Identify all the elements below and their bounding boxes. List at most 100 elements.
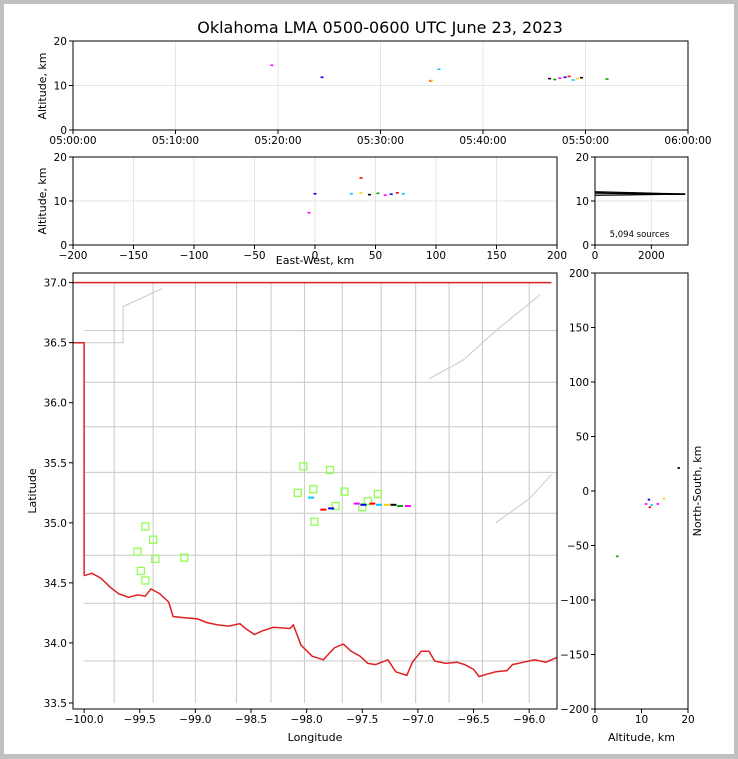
- p4-source-point: [397, 505, 404, 508]
- p5-tick-label-x: 0: [592, 714, 599, 726]
- p1-source-point: [437, 68, 441, 71]
- p1-tick-label-x: 05:00:00: [49, 135, 96, 147]
- p4-station-marker: [141, 576, 150, 585]
- p3-tick-label-y: 20: [576, 152, 589, 164]
- p2-tick-label-x: 100: [426, 250, 446, 262]
- p5-source-point: [616, 555, 619, 558]
- p4-tick-label-y: 35.0: [44, 518, 67, 530]
- altitude-time-panel: 05:00:00 05:10:00 05:20:00 05:30:00 05:40:00…: [36, 36, 712, 147]
- p1-tick-label-y: 0: [60, 125, 67, 137]
- p3-source-count: 5,094 sources: [610, 230, 670, 240]
- p3-histogram-curve: [594, 193, 686, 196]
- p5-source-point: [650, 504, 653, 506]
- p4-county-line: [84, 288, 163, 344]
- p4-source-point: [383, 503, 390, 506]
- p4-source-point: [360, 503, 367, 506]
- p4-station-marker: [136, 566, 146, 576]
- p4-tick-label-x: −98.5: [235, 714, 267, 726]
- p2-tick-label-x: 200: [547, 250, 567, 262]
- p2-tick-label-y: 0: [60, 240, 67, 252]
- p1-source-point: [571, 79, 575, 81]
- p4-station-marker: [180, 553, 189, 562]
- p2-tick-label-x: −150: [119, 250, 148, 262]
- p3-tick-label-x: 2000: [638, 250, 665, 262]
- p4-source-point: [404, 505, 411, 508]
- p5-source-point: [644, 503, 648, 505]
- p4-county-line: [495, 474, 552, 524]
- p4-station-marker: [309, 485, 318, 494]
- p4-tick-label-x: −97.0: [402, 714, 434, 726]
- p5-source-point: [662, 497, 666, 500]
- p1-source-point: [270, 64, 274, 67]
- p5-source-point: [677, 467, 680, 469]
- p1-tick-label-x: 05:50:00: [562, 135, 609, 147]
- p2-tick-label-y: 10: [54, 196, 67, 208]
- p4-tick-label-y: 37.0: [44, 278, 67, 290]
- p4-map-layer: [73, 281, 557, 703]
- p1-source-point: [558, 77, 562, 79]
- p5-tick-label-y: −50: [567, 541, 589, 553]
- p4-source-point: [308, 496, 315, 499]
- p1-tick-label-y: 10: [54, 81, 67, 93]
- p4-source-point: [353, 502, 360, 505]
- p4-source-point: [369, 502, 376, 505]
- p2-source-point: [359, 192, 363, 194]
- p1-source-point: [563, 76, 567, 79]
- p1-source-point: [579, 76, 583, 79]
- p4-station-marker: [325, 465, 335, 475]
- lma-figure: Oklahoma LMA 0500-0600 UTC June 23, 2023…: [26, 18, 712, 744]
- p4-tick-label-y: 36.5: [44, 338, 67, 350]
- p4-county-line: [428, 294, 541, 380]
- p4-station-marker: [310, 517, 319, 526]
- p4-source-point: [328, 507, 335, 510]
- p4-station-marker: [293, 488, 302, 497]
- p4-tick-label-y: 35.5: [44, 458, 67, 470]
- p5-tick-label-y: 50: [576, 432, 589, 444]
- p1-tick-label-x: 05:20:00: [254, 135, 301, 147]
- p4-station-marker: [299, 462, 308, 471]
- p3-tick-label-x: 0: [592, 250, 599, 262]
- p1-tick-label-y: 20: [54, 36, 67, 48]
- p3-tick-label-y: 0: [582, 240, 589, 252]
- p2-source-point: [395, 192, 399, 194]
- p2-tick-label-x: −200: [59, 250, 88, 262]
- p4-tick-label-x: −96.5: [457, 714, 489, 726]
- p2-source-point: [376, 192, 380, 195]
- p5-tick-label-x: 20: [681, 714, 694, 726]
- p4-station-marker: [373, 489, 383, 499]
- p4-tick-label-y: 36.0: [44, 398, 67, 410]
- p5-axes-frame: [594, 272, 689, 710]
- p4-station-marker: [358, 503, 367, 512]
- p4-tick-label-x: −96.0: [513, 714, 545, 726]
- p2-source-point: [307, 211, 311, 214]
- p4-station-marker: [148, 535, 158, 544]
- p1-source-point: [567, 75, 571, 78]
- p4-station-marker: [340, 487, 349, 496]
- p1-source-point: [605, 78, 609, 80]
- figure-title: Oklahoma LMA 0500-0600 UTC June 23, 2023: [197, 18, 563, 37]
- p2-tick-label-x: 150: [486, 250, 506, 262]
- p4-station-marker: [141, 522, 150, 531]
- p2-tick-label-x: 50: [369, 250, 382, 262]
- p4-station-marker: [133, 547, 142, 556]
- figure-panel: Oklahoma LMA 0500-0600 UTC June 23, 2023…: [4, 4, 734, 754]
- p4-tick-label-x: −99.5: [124, 714, 156, 726]
- p5-source-point: [648, 506, 652, 509]
- p4-tick-label-y: 34.0: [44, 638, 67, 650]
- p5-tick-label-y: −200: [560, 704, 589, 716]
- p5-tick-label-x: 10: [635, 714, 648, 726]
- p5-source-point: [647, 498, 651, 501]
- p4-source-point: [320, 508, 327, 511]
- p2-source-point: [367, 193, 371, 196]
- p2-source-point: [389, 193, 393, 195]
- p1-source-point: [320, 76, 324, 79]
- plan-map-panel: −100.0 −99.5 −99.0 −98.5 −98.0 −97.5 −97.0 −96.…: [26, 272, 558, 744]
- p4-source-point: [375, 503, 382, 506]
- p2-tick-label-x: −100: [180, 250, 209, 262]
- p1-tick-label-x: 05:30:00: [357, 135, 404, 147]
- p2-tick-label-x: 0: [312, 250, 319, 262]
- p5-x-axis-label: Altitude, km: [608, 731, 675, 744]
- p1-tick-label-x: 05:10:00: [152, 135, 199, 147]
- p1-tick-label-x: 05:40:00: [459, 135, 506, 147]
- p2-source-point: [401, 192, 405, 195]
